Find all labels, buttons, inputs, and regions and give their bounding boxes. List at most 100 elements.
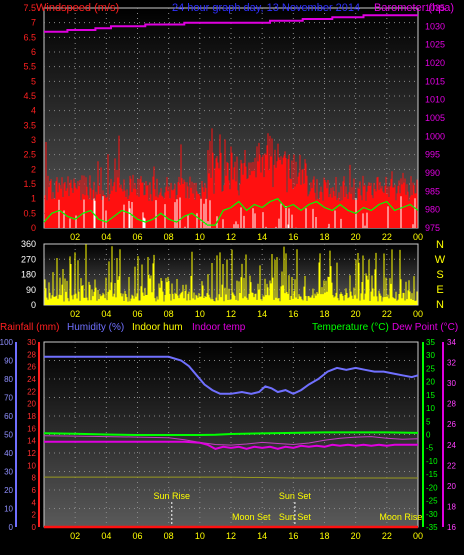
- barometer-tick-label: 1020: [425, 58, 445, 68]
- wind-tick-label: 7.5: [23, 3, 36, 13]
- indoor-temp-tick-label: 32: [447, 359, 456, 368]
- sun-moon-annotations: Sun Rise Sun Set Moon Set Sun Set Moon Rise: [154, 491, 422, 527]
- x-tick-label: 00: [413, 531, 423, 541]
- annotation-label: Sun Rise: [154, 491, 191, 501]
- barometer-tick-label: 1000: [425, 131, 445, 141]
- wind-tick-label: 4.5: [23, 91, 36, 101]
- x-tick-label: 22: [382, 232, 392, 242]
- wind-grid: [44, 8, 418, 228]
- direction-series: [44, 244, 418, 305]
- annotation-label: Sun Set: [279, 491, 312, 501]
- wind-tick-label: 1: [31, 194, 36, 204]
- x-tick-label: 18: [319, 309, 329, 319]
- dew-point-line: [43, 435, 419, 446]
- direction-tick-label: 90: [26, 285, 36, 295]
- annotation-label: Moon Set: [232, 512, 271, 522]
- x-tick-label: 14: [257, 309, 267, 319]
- legend-entry: Dew Point (°C): [392, 322, 458, 333]
- x-tick-label: 10: [195, 309, 205, 319]
- x-tick-label: 04: [101, 309, 111, 319]
- x-tick-label: 12: [226, 531, 236, 541]
- indoor-temp-line: [44, 440, 418, 450]
- wind-tick-label: 6.5: [23, 32, 36, 42]
- x-tick-label: 18: [319, 232, 329, 242]
- x-tick-label: 08: [164, 232, 174, 242]
- wind-series: [43, 14, 419, 228]
- barometer-tick-label: 975: [425, 223, 440, 233]
- rain-tick-label: 26: [27, 363, 36, 372]
- rain-tick-label: 16: [27, 424, 36, 433]
- rain-tick-label: 2: [32, 511, 37, 520]
- humidity-tick-label: 50: [4, 431, 13, 440]
- x-tick-label: 06: [132, 232, 142, 242]
- rain-tick-label: 12: [27, 449, 36, 458]
- humidity-tick-label: 40: [4, 449, 13, 458]
- annotation-label: Sun Set: [279, 512, 312, 522]
- humidity-tick-label: 90: [4, 357, 13, 366]
- temperature-tick-label: -15: [426, 470, 438, 479]
- direction-tick-label: 0: [31, 300, 36, 310]
- indoor-temp-tick-label: 30: [447, 379, 456, 388]
- temperature-tick-label: 30: [426, 351, 435, 360]
- humidity-tick-label: 60: [4, 412, 13, 421]
- barometer-tick-label: 1025: [425, 40, 445, 50]
- x-tick-label: 08: [164, 531, 174, 541]
- compass-label: W: [435, 254, 446, 266]
- temperature-tick-label: -20: [426, 483, 438, 492]
- indoor-temp-tick-label: 16: [447, 523, 456, 532]
- legend-entry: Humidity (%): [67, 322, 124, 333]
- indoor-hum-line: [44, 476, 418, 479]
- x-tick-label: 22: [382, 309, 392, 319]
- wind-tick-label: 0.5: [23, 208, 36, 218]
- temperature-tick-label: 5: [426, 417, 431, 426]
- legend-entry: Indoor hum: [132, 322, 183, 333]
- indoor-temp-tick-label: 28: [447, 400, 456, 409]
- indoor-temp-tick-label: 20: [447, 482, 456, 491]
- rain-tick-label: 30: [27, 338, 36, 347]
- x-tick-label: 16: [288, 309, 298, 319]
- temperature-tick-label: -30: [426, 510, 438, 519]
- x-tick-label: 20: [351, 232, 361, 242]
- indoor-temp-tick-label: 34: [447, 338, 456, 347]
- x-tick-label: 06: [132, 531, 142, 541]
- humidity-tick-label: 80: [4, 375, 13, 384]
- rain-tick-label: 6: [32, 486, 37, 495]
- rain-tick-label: 20: [27, 400, 36, 409]
- x-tick-label: 06: [132, 309, 142, 319]
- x-tick-label: 18: [319, 531, 329, 541]
- x-tick-label: 08: [164, 309, 174, 319]
- wind-tick-label: 7: [31, 18, 36, 28]
- barometer-tick-label: 1035: [425, 3, 445, 13]
- wind-tick-label: 3: [31, 135, 36, 145]
- indoor-temp-tick-label: 22: [447, 461, 456, 470]
- humidity-tick-label: 0: [9, 523, 14, 532]
- temperature-tick-label: -5: [426, 444, 434, 453]
- indoor-temp-tick-label: 24: [447, 441, 456, 450]
- temperature-tick-label: 10: [426, 404, 435, 413]
- temperature-tick-label: 15: [426, 391, 435, 400]
- humidity-tick-label: 100: [0, 338, 14, 347]
- wind-barometer-chart: 02 04 06 08 10 12 14 16 18 20 22 0000.511.522.533.5…: [23, 2, 454, 242]
- x-tick-label: 04: [101, 232, 111, 242]
- compass-label: N: [436, 239, 444, 251]
- legend-entry: Rainfall (mm): [0, 322, 59, 333]
- barometer-tick-label: 990: [425, 168, 440, 178]
- x-tick-label: 00: [413, 232, 423, 242]
- wind-tick-label: 4: [31, 106, 36, 116]
- compass-label: S: [436, 269, 443, 281]
- legend-entry: Temperature (°C): [312, 322, 389, 333]
- rain-tick-label: 22: [27, 387, 36, 396]
- wind-tick-label: 5.5: [23, 62, 36, 72]
- temperature-tick-label: -10: [426, 457, 438, 466]
- x-tick-label: 16: [288, 232, 298, 242]
- humidity-tick-label: 30: [4, 468, 13, 477]
- indoor-temp-tick-label: 26: [447, 420, 456, 429]
- x-tick-label: 10: [195, 232, 205, 242]
- rain-tick-label: 10: [27, 461, 36, 470]
- wind-tick-label: 1.5: [23, 179, 36, 189]
- wind-tick-label: 2: [31, 164, 36, 174]
- compass-label: E: [436, 284, 443, 296]
